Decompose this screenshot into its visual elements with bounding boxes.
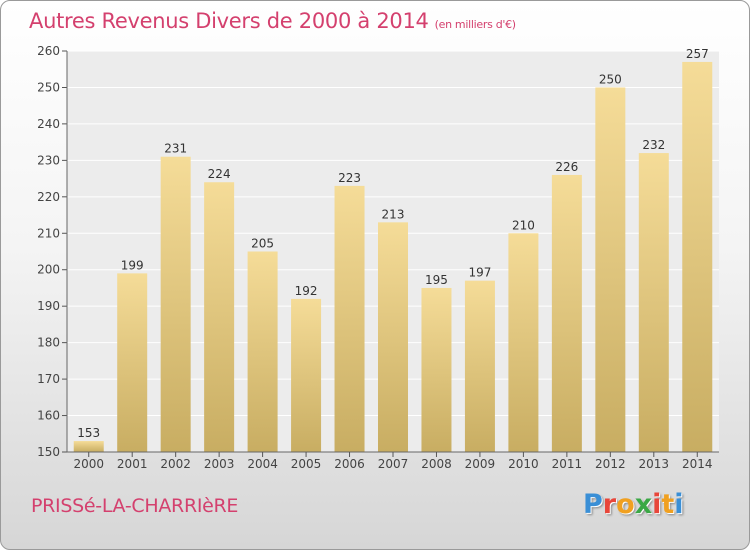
bar	[638, 153, 669, 452]
bar	[247, 251, 278, 452]
y-tick-label: 230	[37, 153, 60, 167]
bar	[551, 174, 582, 453]
bar	[160, 156, 191, 452]
proxiti-logo[interactable]: Proxiti	[583, 489, 684, 520]
bar	[595, 87, 626, 453]
data-label: 223	[338, 171, 361, 185]
x-tick-label: 2014	[682, 457, 713, 471]
x-tick-label: 2009	[465, 457, 496, 471]
x-tick-label: 2003	[204, 457, 235, 471]
axes: 150 160 170 180 190 200 210 220 230 240 250 260 2000…	[37, 44, 719, 471]
data-label: 226	[555, 160, 578, 174]
bar	[508, 233, 539, 452]
x-tick-label: 2008	[421, 457, 452, 471]
bar	[334, 185, 365, 452]
y-tick-label: 150	[37, 445, 60, 459]
logo-letter: r	[602, 489, 617, 520]
data-label: 231	[164, 142, 187, 156]
data-label: 197	[468, 266, 491, 280]
bar	[204, 182, 235, 452]
data-label: 232	[642, 138, 665, 152]
x-tick-label: 2004	[247, 457, 278, 471]
x-tick-label: 2010	[508, 457, 539, 471]
chart-title: Autres Revenus Divers de 2000 à 2014 (en …	[29, 9, 516, 33]
bar	[378, 222, 408, 452]
y-tick-label: 220	[37, 190, 60, 204]
commune-name: PRISSé-LA-CHARRIèRE	[31, 495, 239, 517]
chart-title-text: Autres Revenus Divers de 2000 à 2014	[29, 9, 429, 33]
y-tick-label: 190	[37, 299, 60, 313]
logo-letter: t	[661, 489, 675, 520]
data-label: 205	[251, 237, 274, 251]
bar	[464, 280, 495, 452]
data-label: 224	[208, 167, 231, 181]
x-tick-label: 2001	[117, 457, 148, 471]
data-label: 153	[77, 426, 100, 440]
x-tick-label: 2007	[378, 457, 409, 471]
bar	[291, 298, 322, 452]
y-tick-label: 170	[37, 372, 60, 386]
data-label: 199	[121, 258, 144, 272]
y-tick-label: 200	[37, 263, 60, 277]
x-tick-label: 2013	[639, 457, 670, 471]
bar	[73, 441, 104, 452]
bars: 153 199 231 224 205 192 223 213 195 197 210 226 250 2…	[73, 47, 713, 453]
data-label: 250	[599, 72, 622, 86]
x-tick-label: 2006	[334, 457, 365, 471]
x-tick-label: 2012	[595, 457, 626, 471]
x-tick-label: 2002	[160, 457, 191, 471]
x-tick-label: 2005	[291, 457, 322, 471]
y-tick-label: 180	[37, 336, 60, 350]
y-tick-label: 160	[37, 409, 60, 423]
logo-letter: i	[652, 489, 662, 520]
y-tick-label: 260	[37, 44, 60, 58]
bar	[421, 287, 452, 452]
data-label: 192	[295, 284, 318, 298]
y-tick-label: 250	[37, 80, 60, 94]
y-tick-label: 240	[37, 117, 60, 131]
bar	[117, 273, 148, 452]
logo-letter: x	[634, 489, 653, 520]
data-label: 213	[382, 207, 405, 221]
bar	[682, 61, 713, 452]
x-tick-label: 2011	[552, 457, 583, 471]
logo-letter: P	[583, 489, 603, 520]
logo-letter: o	[616, 489, 635, 520]
data-label: 195	[425, 273, 448, 287]
chart-unit: (en milliers d'€)	[434, 18, 516, 31]
logo-letter: i	[674, 489, 684, 520]
x-tick-label: 2000	[73, 457, 104, 471]
data-label: 257	[686, 47, 709, 61]
data-label: 210	[512, 218, 535, 232]
y-tick-label: 210	[37, 226, 60, 240]
